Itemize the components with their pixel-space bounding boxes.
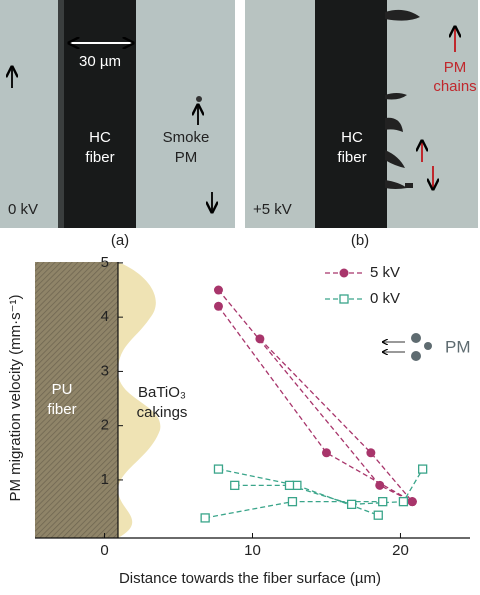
chains-label: PM — [444, 59, 467, 76]
pm-label: PM — [175, 149, 198, 166]
coating-label: cakings — [137, 404, 188, 421]
marker — [285, 481, 293, 489]
voltage-label: +5 kV — [253, 201, 292, 218]
x-tick-label: 20 — [392, 542, 409, 559]
x-axis-label: Distance towards the fiber surface (µm) — [119, 570, 381, 587]
marker — [214, 465, 222, 473]
legend-label: 5 kV — [370, 264, 400, 281]
fiber-label: HC — [341, 129, 363, 146]
marker — [214, 286, 223, 295]
y-tick-label: 5 — [101, 254, 109, 271]
marker — [255, 334, 264, 343]
panel-label: (a) — [111, 232, 129, 249]
pm-particle — [411, 351, 421, 361]
pm-particle — [424, 342, 432, 350]
y-tick-label: 4 — [101, 308, 109, 325]
voltage-label: 0 kV — [8, 201, 38, 218]
pm-particle — [411, 333, 421, 343]
fiber-label: HC — [89, 129, 111, 146]
marker — [214, 302, 223, 311]
x-tick-label: 0 — [100, 542, 108, 559]
y-tick-label: 1 — [101, 471, 109, 488]
marker — [322, 448, 331, 457]
marker — [399, 498, 407, 506]
y-axis-label: PM migration velocity (mm·s⁻¹) — [7, 294, 24, 501]
marker — [375, 481, 384, 490]
micrograph-b: HC fiber PM chains +5 kV — [245, 0, 478, 228]
legend-marker — [340, 295, 348, 303]
series-line — [235, 469, 423, 504]
marker — [231, 481, 239, 489]
legend-marker — [340, 269, 349, 278]
fiber-label: fiber — [337, 149, 366, 166]
series-line — [260, 339, 412, 502]
fiber-label: fiber — [47, 401, 76, 418]
series-line — [218, 290, 412, 502]
x-tick-label: 10 — [244, 542, 261, 559]
y-tick-label: 3 — [101, 362, 109, 379]
marker — [366, 448, 375, 457]
fiber-label: fiber — [85, 149, 114, 166]
scale-label: 30 µm — [79, 53, 121, 70]
marker — [379, 498, 387, 506]
marker — [201, 514, 209, 522]
micrograph-a: 30 µm HC fiber Smoke PM 0 kV — [0, 0, 235, 228]
figure: 30 µm HC fiber Smoke PM 0 kV HC fiber PM… — [0, 0, 480, 595]
series-line — [218, 306, 412, 501]
marker — [374, 511, 382, 519]
fiber-label: PU — [52, 381, 73, 398]
legend-label: 0 kV — [370, 290, 400, 307]
y-tick-label: 2 — [101, 417, 109, 434]
chains-label: chains — [433, 78, 476, 95]
panel-label: (b) — [351, 232, 369, 249]
marker — [348, 500, 356, 508]
coating-label: BaTiO₃ — [138, 384, 186, 401]
pm-label: PM — [445, 337, 471, 356]
marker — [419, 465, 427, 473]
pm-label: Smoke — [163, 129, 210, 146]
marker — [408, 497, 417, 506]
marker — [288, 498, 296, 506]
